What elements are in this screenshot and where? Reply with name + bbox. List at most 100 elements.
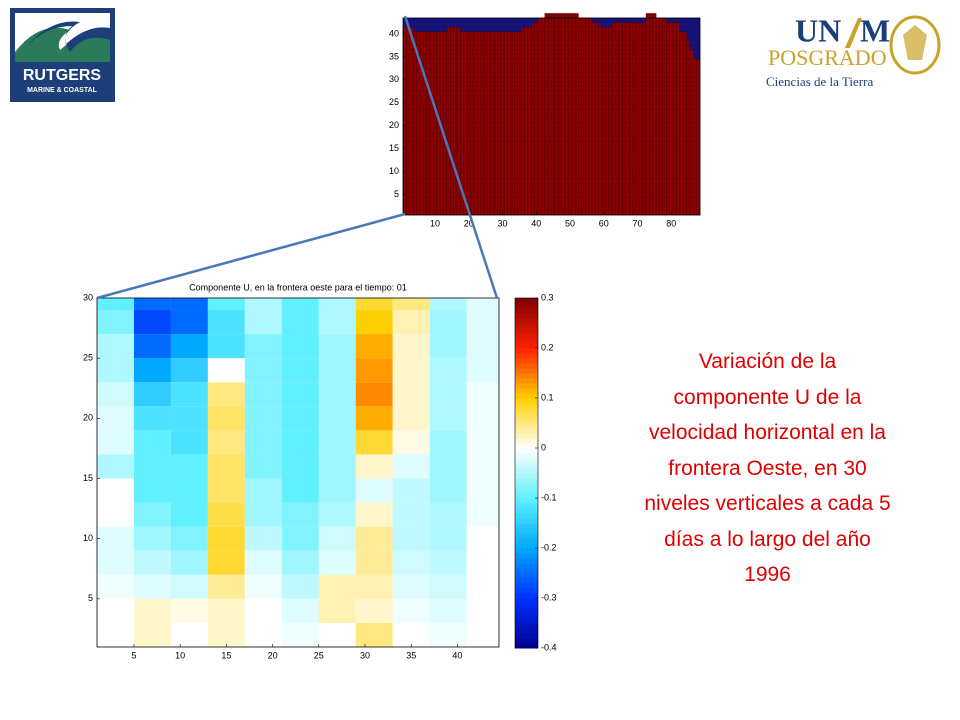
colorbar-tick-label: 0.1 xyxy=(541,392,554,402)
heatmap-cell xyxy=(392,298,430,311)
heatmap-cell xyxy=(355,298,393,311)
heatmap-cell xyxy=(170,310,208,335)
heatmap-cell xyxy=(207,430,245,455)
heatmap-cell xyxy=(466,622,499,647)
heatmap-cell xyxy=(392,526,430,551)
heatmap-cell xyxy=(207,622,245,647)
x-tick-label: 15 xyxy=(221,650,231,660)
colorbar-segment xyxy=(515,578,538,584)
colorbar-segment xyxy=(515,423,538,429)
heatmap-cell xyxy=(466,550,499,575)
heatmap-cell xyxy=(207,310,245,335)
logo-subtext: MARINE & COASTAL xyxy=(27,87,98,94)
colorbar-segment xyxy=(515,303,538,309)
heatmap-cell xyxy=(281,334,319,359)
colorbar-tick-label: -0.3 xyxy=(541,592,557,602)
y-tick-label: 20 xyxy=(83,413,93,423)
heatmap-cell xyxy=(97,526,134,551)
heatmap-cell xyxy=(244,406,282,431)
description-line: frontera Oeste, en 30 xyxy=(668,456,867,480)
colorbar-segment xyxy=(515,398,538,404)
x-tick-label: 70 xyxy=(633,218,643,228)
heatmap-cell xyxy=(318,526,356,551)
colorbar-segment xyxy=(515,513,538,519)
colorbar-segment xyxy=(515,453,538,459)
heatmap-cell xyxy=(133,298,171,311)
heatmap-cell xyxy=(318,454,356,479)
heatmap-cell xyxy=(133,334,171,359)
heatmap-cell xyxy=(244,574,282,599)
colorbar-segment xyxy=(515,328,538,334)
heatmap-cell xyxy=(392,310,430,335)
heatmap-cell xyxy=(207,526,245,551)
heatmap-cell xyxy=(133,406,171,431)
connector-line xyxy=(403,15,499,299)
heatmap-cell xyxy=(466,334,499,359)
heatmap-cell xyxy=(281,454,319,479)
heatmap-cell xyxy=(97,430,134,455)
depth-column xyxy=(541,17,545,216)
heatmap-cell xyxy=(170,430,208,455)
heatmap-cell xyxy=(97,382,134,407)
heatmap-cell xyxy=(207,334,245,359)
colorbar-segment xyxy=(515,508,538,514)
depth-column xyxy=(450,27,454,216)
heatmap-cell xyxy=(244,310,282,335)
heatmap-cell xyxy=(318,298,356,311)
colorbar-tick-label: -0.1 xyxy=(541,492,557,502)
depth-column xyxy=(659,17,664,216)
logo-band xyxy=(15,62,110,97)
description-line: días a lo largo del año xyxy=(664,527,871,551)
x-tick-label: 40 xyxy=(452,650,462,660)
heatmap-cell xyxy=(318,574,356,599)
heatmap-cell xyxy=(355,598,393,623)
logo-emblem xyxy=(903,25,927,60)
colorbar-segment xyxy=(515,528,538,534)
x-tick-label: 30 xyxy=(498,218,508,228)
heatmap-cell xyxy=(97,478,134,503)
colorbar-segment xyxy=(515,463,538,469)
x-tick-label: 60 xyxy=(599,218,609,228)
heatmap-cell xyxy=(170,502,208,527)
y-tick-label: 25 xyxy=(83,353,93,363)
heatmap-cell xyxy=(429,310,467,335)
heatmap-cell xyxy=(392,334,430,359)
colorbar-segment xyxy=(515,388,538,394)
depth-column xyxy=(524,27,529,216)
heatmap-cell xyxy=(244,454,282,479)
colorbar-segment xyxy=(515,443,538,449)
y-tick-label: 15 xyxy=(389,143,399,153)
y-tick-label: 30 xyxy=(389,74,399,84)
heatmap-cell xyxy=(133,478,171,503)
heatmap-cell xyxy=(318,550,356,575)
heatmap-cell xyxy=(170,454,208,479)
heatmap-cell xyxy=(466,598,499,623)
heatmap-cell xyxy=(281,622,319,647)
colorbar-segment xyxy=(515,298,538,304)
heatmap-cell xyxy=(318,622,356,647)
heatmap-cell xyxy=(466,430,499,455)
heatmap-cell xyxy=(429,382,467,407)
description: Variación de la componente U de la velocid… xyxy=(600,344,935,593)
heatmap-cell xyxy=(355,454,393,479)
heatmap-cell xyxy=(97,622,134,647)
heatmap-cell xyxy=(355,526,393,551)
heatmap-cell xyxy=(281,430,319,455)
colorbar-segment xyxy=(515,588,538,594)
depth-column xyxy=(655,17,660,216)
colorbar-segment xyxy=(515,448,538,454)
logo-text: RUTGERS xyxy=(23,67,102,84)
heatmap-cell xyxy=(355,502,393,527)
heatmap-cell xyxy=(207,478,245,503)
depth-column xyxy=(581,17,586,216)
description-line: velocidad horizontal en la xyxy=(649,421,886,444)
heatmap-cell xyxy=(466,406,499,431)
heatmap-cell xyxy=(355,622,393,647)
heatmap-cell xyxy=(170,574,208,599)
heatmap-cell xyxy=(429,526,467,551)
heatmap-cell xyxy=(355,574,393,599)
colorbar-segment xyxy=(515,498,538,504)
depth-column xyxy=(598,27,603,216)
